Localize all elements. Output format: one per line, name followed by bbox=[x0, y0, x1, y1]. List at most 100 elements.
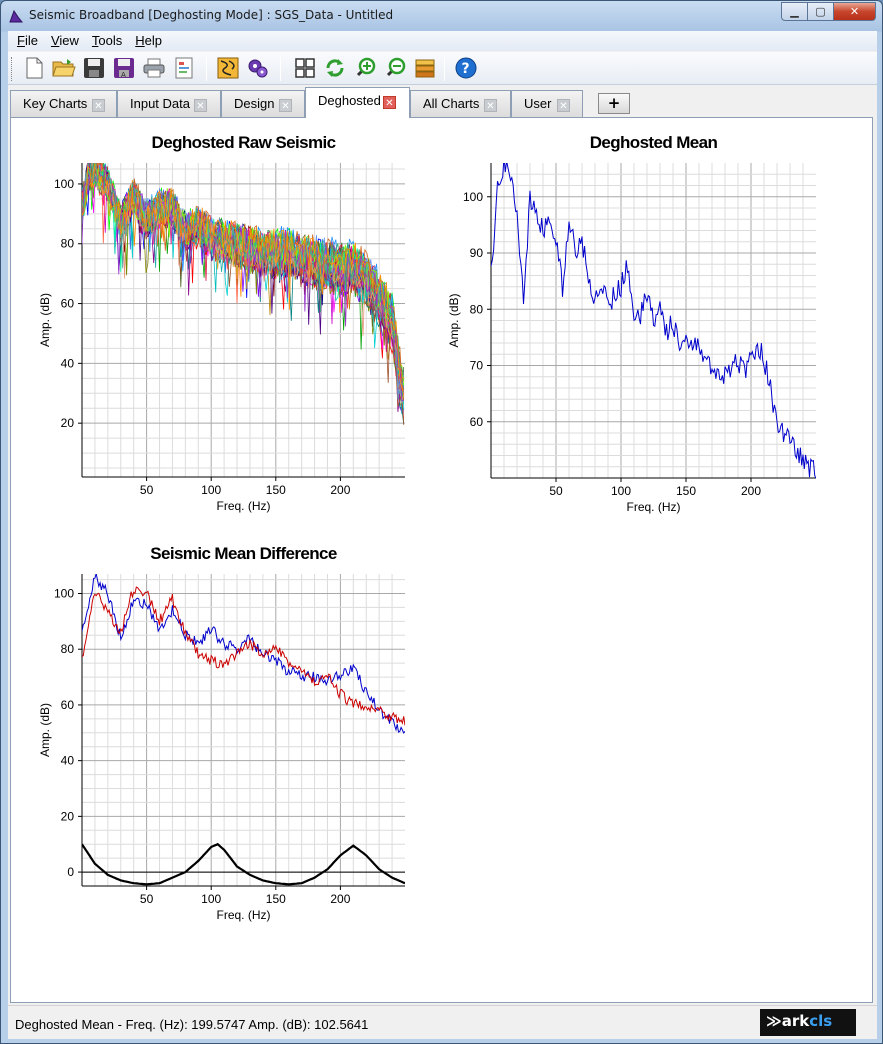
window-title: Seismic Broadband [Deghosting Mode] : SG… bbox=[29, 8, 394, 22]
x-tick-label: 150 bbox=[676, 484, 696, 498]
layers-button[interactable] bbox=[413, 56, 437, 80]
tab-user[interactable]: User ✕ bbox=[511, 90, 583, 117]
tab-input-data[interactable]: Input Data ✕ bbox=[117, 90, 221, 117]
logo-prefix: ark bbox=[781, 1012, 810, 1030]
help-button[interactable]: ? bbox=[454, 56, 478, 80]
y-tick-label: 90 bbox=[470, 246, 484, 260]
menu-help-accel: H bbox=[135, 33, 145, 48]
logo-mark: ≫ bbox=[766, 1012, 782, 1030]
menu-tools[interactable]: Tools bbox=[83, 31, 122, 51]
zoom-out-button[interactable] bbox=[383, 56, 407, 80]
status-readout: Deghosted Mean - Freq. (Hz): 199.5747 Am… bbox=[15, 1017, 369, 1032]
report-button[interactable] bbox=[172, 56, 196, 80]
chart-title: Seismic Mean Difference bbox=[150, 544, 337, 563]
y-tick-label: 100 bbox=[463, 190, 483, 204]
y-tick-label: 0 bbox=[67, 865, 74, 879]
y-tick-label: 80 bbox=[470, 302, 484, 316]
x-tick-label: 200 bbox=[330, 892, 350, 906]
save-disk-icon bbox=[84, 58, 104, 78]
title-bar[interactable]: Seismic Broadband [Deghosting Mode] : SG… bbox=[1, 1, 882, 31]
refresh-icon bbox=[326, 59, 344, 77]
close-window-button[interactable]: ✕ bbox=[833, 2, 876, 21]
x-tick-label: 100 bbox=[201, 483, 221, 497]
plot-area bbox=[82, 574, 405, 886]
menu-view[interactable]: View bbox=[42, 31, 79, 51]
menu-file-accel: F bbox=[17, 33, 25, 48]
chart-2: 50 100 150 200 0 20 40 60 80 100 Seismic Mean Diff… bbox=[38, 544, 405, 922]
x-axis-label: Freq. (Hz) bbox=[627, 500, 681, 514]
toolbar-separator bbox=[280, 57, 281, 81]
close-tab-icon[interactable]: ✕ bbox=[484, 99, 497, 112]
close-tab-icon[interactable]: ✕ bbox=[557, 99, 570, 112]
zoom-in-button[interactable] bbox=[353, 56, 377, 80]
help-icon: ? bbox=[455, 57, 477, 79]
x-tick-label: 50 bbox=[140, 483, 154, 497]
x-axis-label: Freq. (Hz) bbox=[217, 499, 271, 513]
tab-all-charts[interactable]: All Charts ✕ bbox=[410, 90, 511, 117]
client-area: File View Tools Help A bbox=[8, 31, 877, 1039]
x-tick-label: 100 bbox=[611, 484, 631, 498]
add-tab-button[interactable]: + bbox=[598, 93, 630, 114]
new-file-icon bbox=[26, 57, 43, 79]
x-tick-label: 100 bbox=[201, 892, 221, 906]
layers-icon bbox=[415, 59, 435, 78]
tab-label: Key Charts bbox=[23, 96, 88, 111]
tab-deghosted[interactable]: Deghosted ✕ bbox=[305, 87, 410, 118]
open-folder-button[interactable] bbox=[52, 56, 76, 80]
menu-view-rest: iew bbox=[59, 33, 79, 48]
grid-layout-icon bbox=[295, 58, 315, 78]
y-tick-label: 60 bbox=[470, 415, 484, 429]
print-button[interactable] bbox=[142, 56, 166, 80]
maximize-button[interactable]: ▢ bbox=[808, 2, 833, 21]
save-as-disk-icon: A bbox=[114, 58, 134, 79]
menu-file[interactable]: File bbox=[8, 31, 38, 51]
y-tick-label: 100 bbox=[54, 587, 74, 601]
y-axis-label: Amp. (dB) bbox=[447, 293, 461, 347]
close-tab-icon[interactable]: ✕ bbox=[194, 99, 207, 112]
menu-help[interactable]: Help bbox=[126, 31, 162, 51]
menu-tools-rest: ools bbox=[98, 33, 123, 48]
toolbar-grip[interactable] bbox=[11, 57, 14, 81]
save-button[interactable] bbox=[82, 56, 106, 80]
chart-0: 50 100 150 200 20 40 60 80 100 Deghosted Raw Seis… bbox=[38, 133, 405, 513]
seismic-trace-button[interactable] bbox=[216, 56, 240, 80]
chart-title: Deghosted Mean bbox=[590, 133, 718, 152]
x-tick-label: 50 bbox=[549, 484, 563, 498]
printer-icon bbox=[143, 58, 165, 78]
new-file-button[interactable] bbox=[22, 56, 46, 80]
tab-label: Design bbox=[234, 96, 275, 111]
toolbar-separator bbox=[206, 57, 207, 81]
zoom-in-icon bbox=[356, 57, 376, 77]
y-tick-label: 20 bbox=[61, 809, 75, 823]
y-axis-label: Amp. (dB) bbox=[38, 703, 52, 757]
menu-tools-accel: T bbox=[91, 33, 99, 48]
close-tab-icon[interactable]: ✕ bbox=[279, 99, 292, 112]
save-as-button[interactable]: A bbox=[112, 56, 136, 80]
gears-icon bbox=[248, 59, 268, 78]
menu-file-rest: ile bbox=[24, 33, 38, 48]
settings-button[interactable] bbox=[246, 56, 270, 80]
grid-layout-button[interactable] bbox=[293, 56, 317, 80]
series-line bbox=[491, 163, 816, 478]
x-tick-label: 150 bbox=[266, 892, 286, 906]
close-tab-icon[interactable]: ✕ bbox=[383, 96, 396, 109]
x-tick-label: 50 bbox=[140, 892, 154, 906]
refresh-button[interactable] bbox=[323, 56, 347, 80]
y-tick-label: 20 bbox=[61, 416, 75, 430]
logo-suffix: cls bbox=[809, 1012, 833, 1030]
open-folder-icon bbox=[52, 59, 76, 77]
close-tab-icon[interactable]: ✕ bbox=[92, 99, 105, 112]
svg-text:?: ? bbox=[462, 61, 470, 77]
minimize-button[interactable]: ▁ bbox=[781, 2, 808, 21]
x-tick-label: 200 bbox=[741, 484, 761, 498]
tab-design[interactable]: Design ✕ bbox=[221, 90, 305, 117]
chart-panel: 50 100 150 200 20 40 60 80 100 Deghosted Raw Seis… bbox=[10, 117, 873, 1003]
y-tick-label: 60 bbox=[61, 698, 75, 712]
menu-view-accel: V bbox=[50, 33, 60, 48]
y-tick-label: 100 bbox=[54, 177, 74, 191]
y-tick-label: 60 bbox=[61, 297, 75, 311]
x-tick-label: 200 bbox=[330, 483, 350, 497]
tab-key-charts[interactable]: Key Charts ✕ bbox=[10, 90, 117, 117]
chart-title: Deghosted Raw Seismic bbox=[152, 133, 336, 152]
